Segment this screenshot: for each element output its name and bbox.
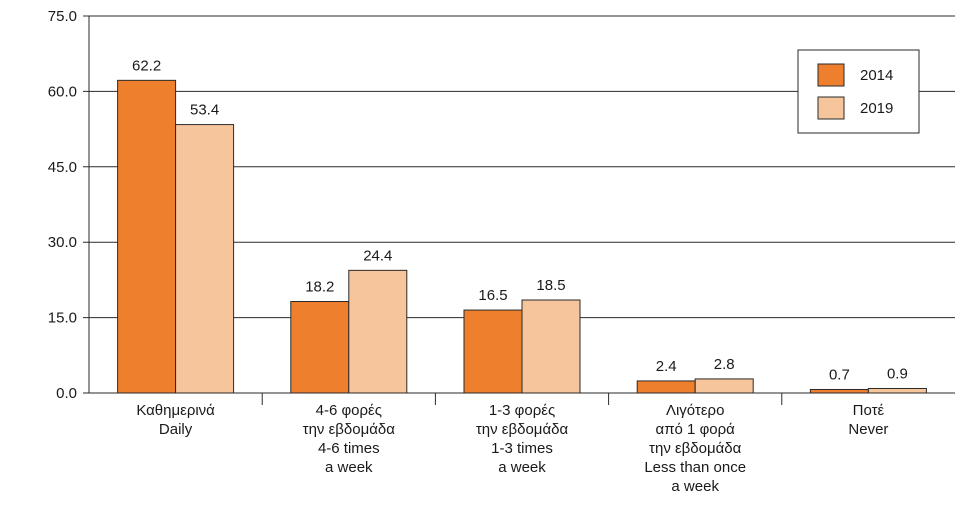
data-label-2014: 62.2 bbox=[132, 57, 161, 74]
legend-label-2014: 2014 bbox=[860, 67, 893, 84]
x-category-label-line: Καθημερινά bbox=[136, 402, 215, 419]
bar-2014 bbox=[809, 388, 869, 394]
x-category-label-line: a week bbox=[498, 459, 546, 476]
bar-2014 bbox=[290, 301, 350, 394]
data-label-2019: 0.9 bbox=[887, 365, 908, 382]
x-category-label: Λιγότερο από 1 φορά την εβδομάδα Less than … bbox=[644, 402, 746, 495]
legend-box bbox=[797, 49, 920, 134]
x-category-label-line: 4-6 times bbox=[318, 440, 380, 457]
x-category-label-line: Ποτέ bbox=[853, 402, 885, 419]
bar-2019 bbox=[175, 124, 235, 394]
x-category-label-line: από 1 φορά bbox=[656, 421, 736, 438]
x-category-label-line: την εβδομάδα bbox=[649, 440, 742, 457]
x-category-label-line: a week bbox=[325, 459, 373, 476]
x-category-label-line: Daily bbox=[159, 421, 193, 438]
data-label-2014: 2.4 bbox=[656, 358, 677, 375]
data-label-2014: 18.2 bbox=[305, 279, 334, 296]
x-category-label: 1-3 φορές την εβδομάδα 1-3 times a week bbox=[476, 402, 569, 476]
legend-swatch-2019 bbox=[817, 96, 845, 120]
bar-2019 bbox=[694, 378, 754, 394]
x-category-label-line: Never bbox=[848, 421, 888, 438]
y-tick-label: 75.0 bbox=[48, 8, 77, 25]
data-label-2019: 24.4 bbox=[363, 247, 392, 264]
bar-2014 bbox=[463, 309, 523, 394]
x-category-label-line: 1-3 φορές bbox=[489, 402, 555, 419]
x-category-label-line: την εβδομάδα bbox=[303, 421, 396, 438]
data-label-2019: 18.5 bbox=[536, 277, 565, 294]
bar-2019 bbox=[348, 269, 408, 394]
bar-2019 bbox=[867, 387, 927, 394]
legend-label-2019: 2019 bbox=[860, 100, 893, 117]
x-category-label-line: 1-3 times bbox=[491, 440, 553, 457]
bar-2014 bbox=[636, 380, 696, 394]
data-label-2019: 53.4 bbox=[190, 102, 219, 119]
x-category-label-line: την εβδομάδα bbox=[476, 421, 569, 438]
y-axis: 0.0 15.0 30.0 45.0 60.0 75.0 bbox=[48, 8, 90, 402]
x-category-label-line: Less than once bbox=[644, 459, 746, 476]
y-tick-label: 45.0 bbox=[48, 159, 77, 176]
legend-swatch-2014 bbox=[817, 63, 845, 87]
x-category-label-line: 4-6 φορές bbox=[316, 402, 382, 419]
bars bbox=[117, 79, 927, 394]
bar-2019 bbox=[521, 299, 581, 394]
x-category-label: Καθημερινά Daily bbox=[136, 402, 215, 438]
y-tick-label: 15.0 bbox=[48, 310, 77, 327]
x-category-label: Ποτέ Never bbox=[848, 402, 888, 438]
x-category-label-line: a week bbox=[671, 478, 719, 495]
legend: 2014 2019 bbox=[797, 49, 920, 134]
data-label-2014: 16.5 bbox=[478, 287, 507, 304]
data-labels: 62.2 18.2 16.5 2.4 0.7 53.4 24.4 18.5 2.8 0.9 bbox=[132, 57, 908, 383]
x-category-label: 4-6 φορές την εβδομάδα 4-6 times a week bbox=[303, 402, 396, 476]
data-label-2014: 0.7 bbox=[829, 366, 850, 383]
y-tick-label: 30.0 bbox=[48, 234, 77, 251]
y-tick-label: 60.0 bbox=[48, 83, 77, 100]
data-label-2019: 2.8 bbox=[714, 356, 735, 373]
bar-2014 bbox=[117, 79, 177, 394]
y-tick-label: 0.0 bbox=[56, 385, 77, 402]
x-category-label-line: Λιγότερο bbox=[666, 402, 724, 419]
